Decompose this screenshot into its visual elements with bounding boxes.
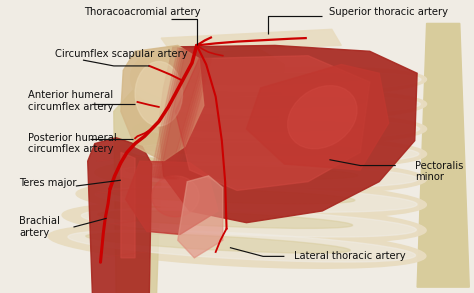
- Ellipse shape: [135, 62, 182, 126]
- Polygon shape: [159, 45, 417, 223]
- Polygon shape: [246, 64, 389, 170]
- Ellipse shape: [109, 189, 355, 204]
- Ellipse shape: [82, 208, 416, 237]
- Polygon shape: [161, 29, 341, 51]
- Polygon shape: [178, 176, 223, 258]
- Ellipse shape: [76, 180, 427, 218]
- Ellipse shape: [133, 113, 427, 145]
- Polygon shape: [121, 45, 204, 161]
- Text: Thoracoacromial artery: Thoracoacromial artery: [84, 7, 201, 17]
- Polygon shape: [166, 50, 284, 161]
- Polygon shape: [157, 50, 212, 178]
- Ellipse shape: [149, 57, 187, 92]
- Text: Brachial
artery: Brachial artery: [19, 216, 60, 238]
- Ellipse shape: [114, 135, 427, 169]
- Ellipse shape: [149, 118, 419, 139]
- Ellipse shape: [95, 158, 427, 194]
- Ellipse shape: [167, 96, 420, 115]
- Ellipse shape: [130, 51, 197, 104]
- Ellipse shape: [152, 176, 199, 217]
- Text: Superior thoracic artery: Superior thoracic artery: [329, 7, 448, 17]
- Polygon shape: [121, 152, 135, 258]
- Ellipse shape: [174, 97, 366, 108]
- Text: Anterior humeral
circumflex artery: Anterior humeral circumflex artery: [28, 90, 114, 112]
- Text: Lateral thoracic artery: Lateral thoracic artery: [294, 251, 405, 261]
- Ellipse shape: [158, 120, 364, 132]
- Text: Pectoralis
minor: Pectoralis minor: [415, 161, 463, 182]
- Polygon shape: [417, 23, 469, 287]
- Text: Circumflex scapular artery: Circumflex scapular artery: [55, 49, 187, 59]
- Ellipse shape: [86, 233, 350, 253]
- Polygon shape: [150, 48, 206, 177]
- Polygon shape: [175, 56, 370, 190]
- Ellipse shape: [113, 164, 418, 188]
- Polygon shape: [159, 50, 214, 179]
- Ellipse shape: [95, 186, 417, 212]
- Polygon shape: [114, 88, 164, 293]
- Ellipse shape: [98, 211, 353, 228]
- Ellipse shape: [288, 86, 357, 149]
- Ellipse shape: [171, 67, 427, 97]
- Polygon shape: [126, 161, 218, 234]
- Ellipse shape: [190, 74, 369, 85]
- Ellipse shape: [152, 90, 427, 121]
- Polygon shape: [155, 49, 210, 178]
- Ellipse shape: [131, 141, 419, 163]
- Ellipse shape: [126, 166, 358, 180]
- Ellipse shape: [48, 224, 426, 268]
- Ellipse shape: [68, 230, 416, 262]
- Ellipse shape: [62, 202, 426, 243]
- Ellipse shape: [142, 143, 361, 156]
- Polygon shape: [153, 49, 208, 178]
- Polygon shape: [88, 138, 152, 293]
- Text: Teres major: Teres major: [19, 178, 76, 188]
- Ellipse shape: [186, 72, 421, 92]
- Text: Posterior humeral
circumflex artery: Posterior humeral circumflex artery: [28, 133, 117, 154]
